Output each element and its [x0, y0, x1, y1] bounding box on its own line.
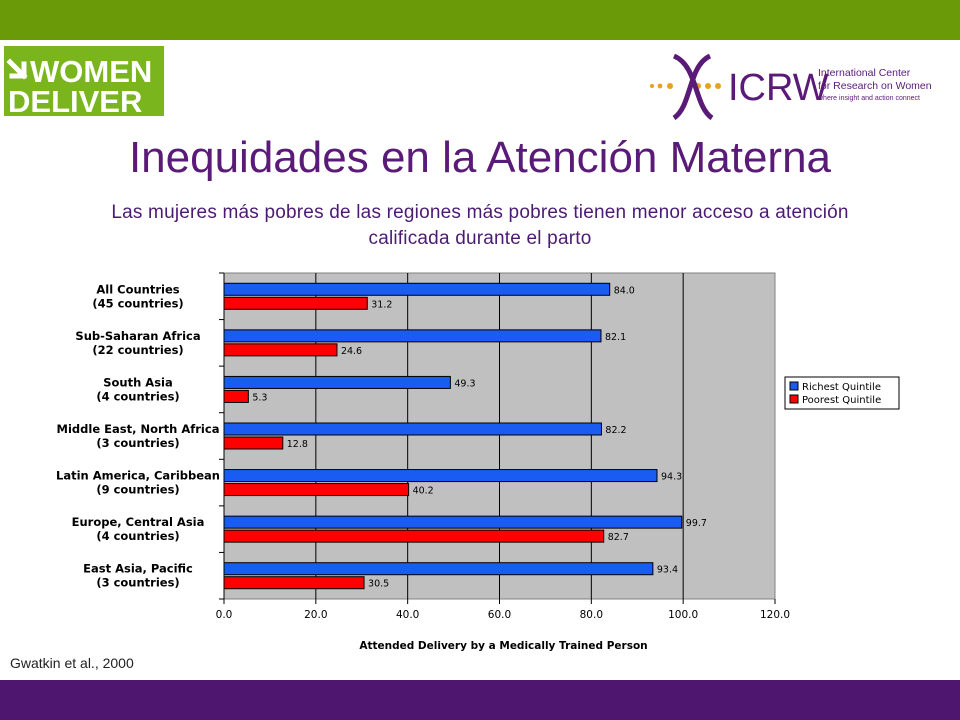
x-tick-label: 80.0	[580, 609, 603, 621]
bar-poorest	[223, 529, 605, 543]
icrw-wordmark: ICRW	[728, 67, 829, 109]
data-label: 5.3	[252, 392, 267, 403]
category-label: (22 countries)	[92, 343, 183, 357]
legend-box	[784, 376, 900, 410]
category-label: (3 countries)	[96, 576, 179, 590]
legend-label: Poorest Quintile	[802, 395, 881, 406]
data-label: 30.5	[368, 579, 389, 590]
bar-richest	[223, 422, 602, 436]
x-tick-label: 40.0	[396, 609, 419, 621]
x-tick-label: 0.0	[216, 609, 233, 621]
data-label: 94.3	[661, 472, 682, 483]
category-label: (3 countries)	[96, 436, 179, 450]
category-label: All Countries	[96, 282, 179, 296]
x-axis-title: Attended Delivery by a Medically Trained…	[359, 640, 647, 652]
slide-title: Inequidades en la Atención Materna	[128, 133, 832, 182]
subtitle-line-1: Las mujeres más pobres de las regiones m…	[111, 202, 849, 223]
bar-richest	[223, 562, 654, 576]
logo-line-deliver: DELIVER	[8, 84, 142, 118]
category-label: South Asia	[103, 375, 173, 389]
icrw-tagline: where insight and action connect	[817, 95, 920, 102]
legend-label: Richest Quintile	[802, 382, 881, 393]
bar-poorest	[223, 343, 338, 357]
category-label: Latin America, Caribbean	[56, 469, 220, 483]
data-label: 40.2	[413, 486, 434, 497]
x-tick-label: 20.0	[304, 609, 327, 621]
x-tick-label: 60.0	[488, 609, 511, 621]
women-deliver-logo: WOMEN DELIVER	[4, 46, 164, 118]
bar-poorest	[223, 296, 368, 310]
data-label: 49.3	[454, 378, 475, 389]
bar-richest	[223, 282, 611, 296]
source-citation: Gwatkin et al., 2000	[10, 655, 134, 671]
category-label: Middle East, North Africa	[57, 422, 220, 436]
icrw-logo: ICRW International Center for Research o…	[650, 53, 932, 121]
bar-richest	[223, 329, 602, 343]
legend-swatch-poorest	[789, 394, 799, 404]
x-tick-label: 120.0	[760, 609, 790, 621]
logo-line-women: WOMEN	[30, 54, 152, 89]
bar-richest	[223, 515, 683, 529]
bar-richest	[223, 469, 658, 483]
data-label: 82.1	[605, 332, 626, 343]
data-label: 99.7	[686, 518, 707, 529]
category-label: East Asia, Pacific	[83, 562, 193, 576]
legend-swatch-richest	[789, 381, 799, 391]
slide-subtitle: Las mujeres más pobres de las regiones m…	[0, 200, 960, 252]
bar-poorest	[223, 483, 410, 497]
data-label: 82.2	[605, 425, 626, 436]
data-label: 12.8	[287, 439, 308, 450]
category-label: (45 countries)	[92, 296, 183, 310]
bottom-accent-bar	[0, 680, 960, 720]
data-label: 82.7	[608, 532, 629, 543]
bar-poorest	[223, 576, 365, 590]
category-label: Sub-Saharan Africa	[75, 329, 200, 343]
x-tick-label: 100.0	[668, 609, 698, 621]
icrw-line-1: International Center	[818, 67, 911, 79]
category-label: (9 countries)	[96, 483, 179, 497]
category-label: Europe, Central Asia	[72, 515, 205, 529]
data-label: 84.0	[614, 285, 635, 296]
bar-poorest	[223, 389, 249, 403]
subtitle-line-2: calificada durante el parto	[368, 228, 592, 249]
top-accent-bar	[0, 0, 960, 40]
bar-poorest	[223, 436, 284, 450]
data-label: 93.4	[657, 565, 678, 576]
data-label: 31.2	[371, 299, 392, 310]
bar-richest	[223, 375, 451, 389]
icrw-line-2: for Research on Women	[818, 80, 932, 92]
category-label: (4 countries)	[96, 529, 179, 543]
category-label: (4 countries)	[96, 389, 179, 403]
bar-chart: 0.0 20.0 40.0 60.0 80.0 100.0 120.0 All Countri…	[56, 272, 900, 652]
data-label: 24.6	[341, 346, 362, 357]
